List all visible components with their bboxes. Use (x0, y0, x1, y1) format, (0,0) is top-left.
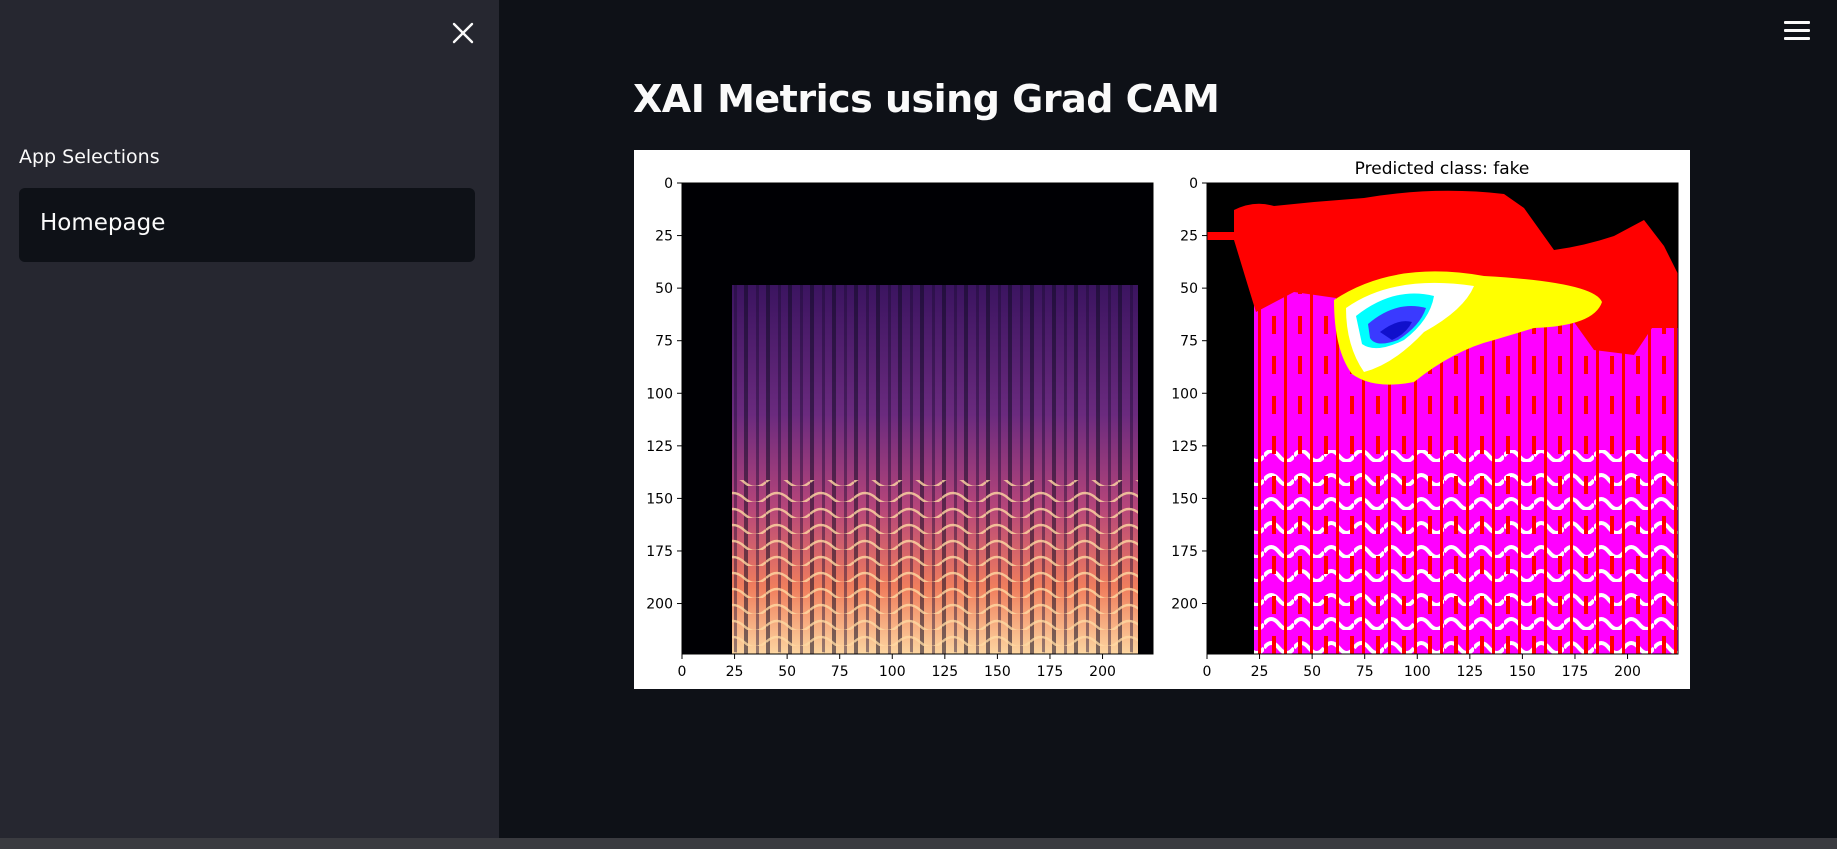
gradcam-panel (1206, 182, 1679, 655)
right-y-tick-label: 200 (1171, 597, 1198, 613)
left-y-tick-label: 50 (655, 281, 673, 297)
left-y-tick-label: 100 (646, 386, 673, 402)
right-axis-ticks: 0 25 50 75 100 125 150 175 200 0 25 50 75 100 125 150 17… (1171, 176, 1641, 680)
left-y-tick-label: 75 (655, 334, 673, 350)
left-y-tick-label: 25 (655, 229, 673, 245)
spectrogram-panel (681, 182, 1154, 655)
right-x-tick-label: 175 (1562, 664, 1589, 680)
right-x-tick-label: 0 (1203, 664, 1212, 680)
gradcam-panel-title: Predicted class: fake (1355, 159, 1530, 179)
left-x-tick-label: 150 (984, 664, 1011, 680)
close-icon[interactable] (449, 19, 477, 47)
selected-app-value: Homepage (40, 210, 166, 236)
right-x-tick-label: 100 (1404, 664, 1431, 680)
left-x-tick-label: 175 (1037, 664, 1064, 680)
left-x-tick-label: 100 (879, 664, 906, 680)
sidebar: App Selections Homepage (0, 0, 499, 838)
left-x-tick-label: 125 (931, 664, 958, 680)
app-selections-label: App Selections (19, 146, 160, 168)
left-y-tick-label: 175 (646, 544, 673, 560)
left-axis-ticks: 0 25 50 75 100 125 150 175 200 0 25 50 75 100 125 150 17… (646, 176, 1116, 680)
figure-svg: Predicted class: fake 0 25 50 75 100 125 150 17… (646, 159, 1679, 680)
right-x-tick-label: 75 (1356, 664, 1374, 680)
right-y-tick-label: 150 (1171, 491, 1198, 507)
gradcam-frame (1206, 182, 1679, 655)
left-y-tick-label: 0 (664, 176, 673, 192)
right-y-tick-label: 75 (1180, 334, 1198, 350)
page-title: XAI Metrics using Grad CAM (633, 77, 1220, 121)
left-x-tick-label: 200 (1089, 664, 1116, 680)
right-y-tick-label: 25 (1180, 229, 1198, 245)
left-x-tick-label: 50 (778, 664, 796, 680)
window-bottom-bar (0, 838, 1837, 849)
hamburger-menu-icon[interactable] (1784, 21, 1810, 43)
right-y-tick-label: 50 (1180, 281, 1198, 297)
left-y-tick-label: 150 (646, 491, 673, 507)
right-x-tick-label: 150 (1509, 664, 1536, 680)
right-y-tick-label: 125 (1171, 439, 1198, 455)
right-y-tick-label: 0 (1189, 176, 1198, 192)
left-y-tick-label: 200 (646, 597, 673, 613)
right-x-tick-label: 25 (1251, 664, 1269, 680)
right-x-tick-label: 50 (1303, 664, 1321, 680)
gradcam-dark-blue-core (1380, 321, 1412, 340)
right-y-tick-label: 175 (1171, 544, 1198, 560)
left-x-tick-label: 0 (678, 664, 687, 680)
gradcam-figure: Predicted class: fake 0 25 50 75 100 125 150 17… (634, 150, 1690, 689)
spectrogram-harmonics (732, 480, 1138, 654)
right-y-tick-label: 100 (1171, 386, 1198, 402)
right-x-tick-label: 125 (1456, 664, 1483, 680)
spectrogram-frame (681, 182, 1154, 655)
left-y-tick-label: 125 (646, 439, 673, 455)
right-x-tick-label: 200 (1614, 664, 1641, 680)
left-x-tick-label: 25 (726, 664, 744, 680)
app-select-dropdown[interactable]: Homepage (19, 188, 475, 262)
left-x-tick-label: 75 (831, 664, 849, 680)
